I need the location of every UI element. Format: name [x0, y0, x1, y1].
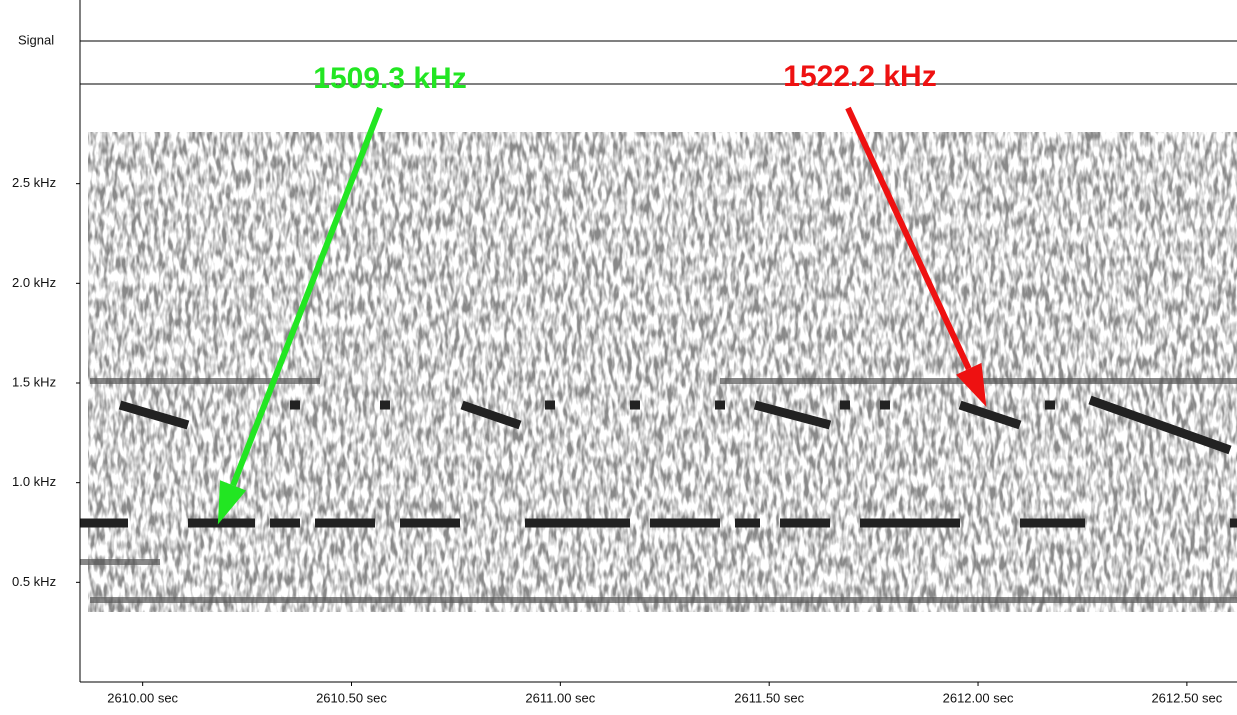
annotation-label: 1522.2 kHz — [783, 60, 936, 93]
y-tick-label: 2.5 kHz — [12, 175, 56, 190]
y-tick-label: 1.5 kHz — [12, 374, 56, 389]
annotation-arrow-shaft — [230, 106, 383, 487]
signal-label: Signal — [18, 32, 54, 47]
annotation-arrow-head — [217, 480, 247, 525]
y-tick-label: 2.0 kHz — [12, 275, 56, 290]
y-tick-label: 0.5 kHz — [12, 574, 56, 589]
spectrogram-noise — [88, 132, 1237, 612]
x-tick-label: 2611.00 sec — [525, 690, 595, 705]
x-tick-label: 2610.00 sec — [107, 690, 178, 705]
annotation-arrow-shaft — [845, 106, 972, 371]
x-tick-label: 2612.50 sec — [1151, 690, 1222, 705]
x-tick-label: 2612.00 sec — [943, 690, 1014, 705]
x-tick-label: 2611.50 sec — [734, 690, 804, 705]
signal-traces — [80, 395, 1237, 528]
x-tick-label: 2610.50 sec — [316, 690, 387, 705]
y-tick-label: 1.0 kHz — [12, 474, 56, 489]
annotation-label: 1509.3 kHz — [313, 62, 466, 95]
annotation-arrow-head — [956, 362, 987, 407]
